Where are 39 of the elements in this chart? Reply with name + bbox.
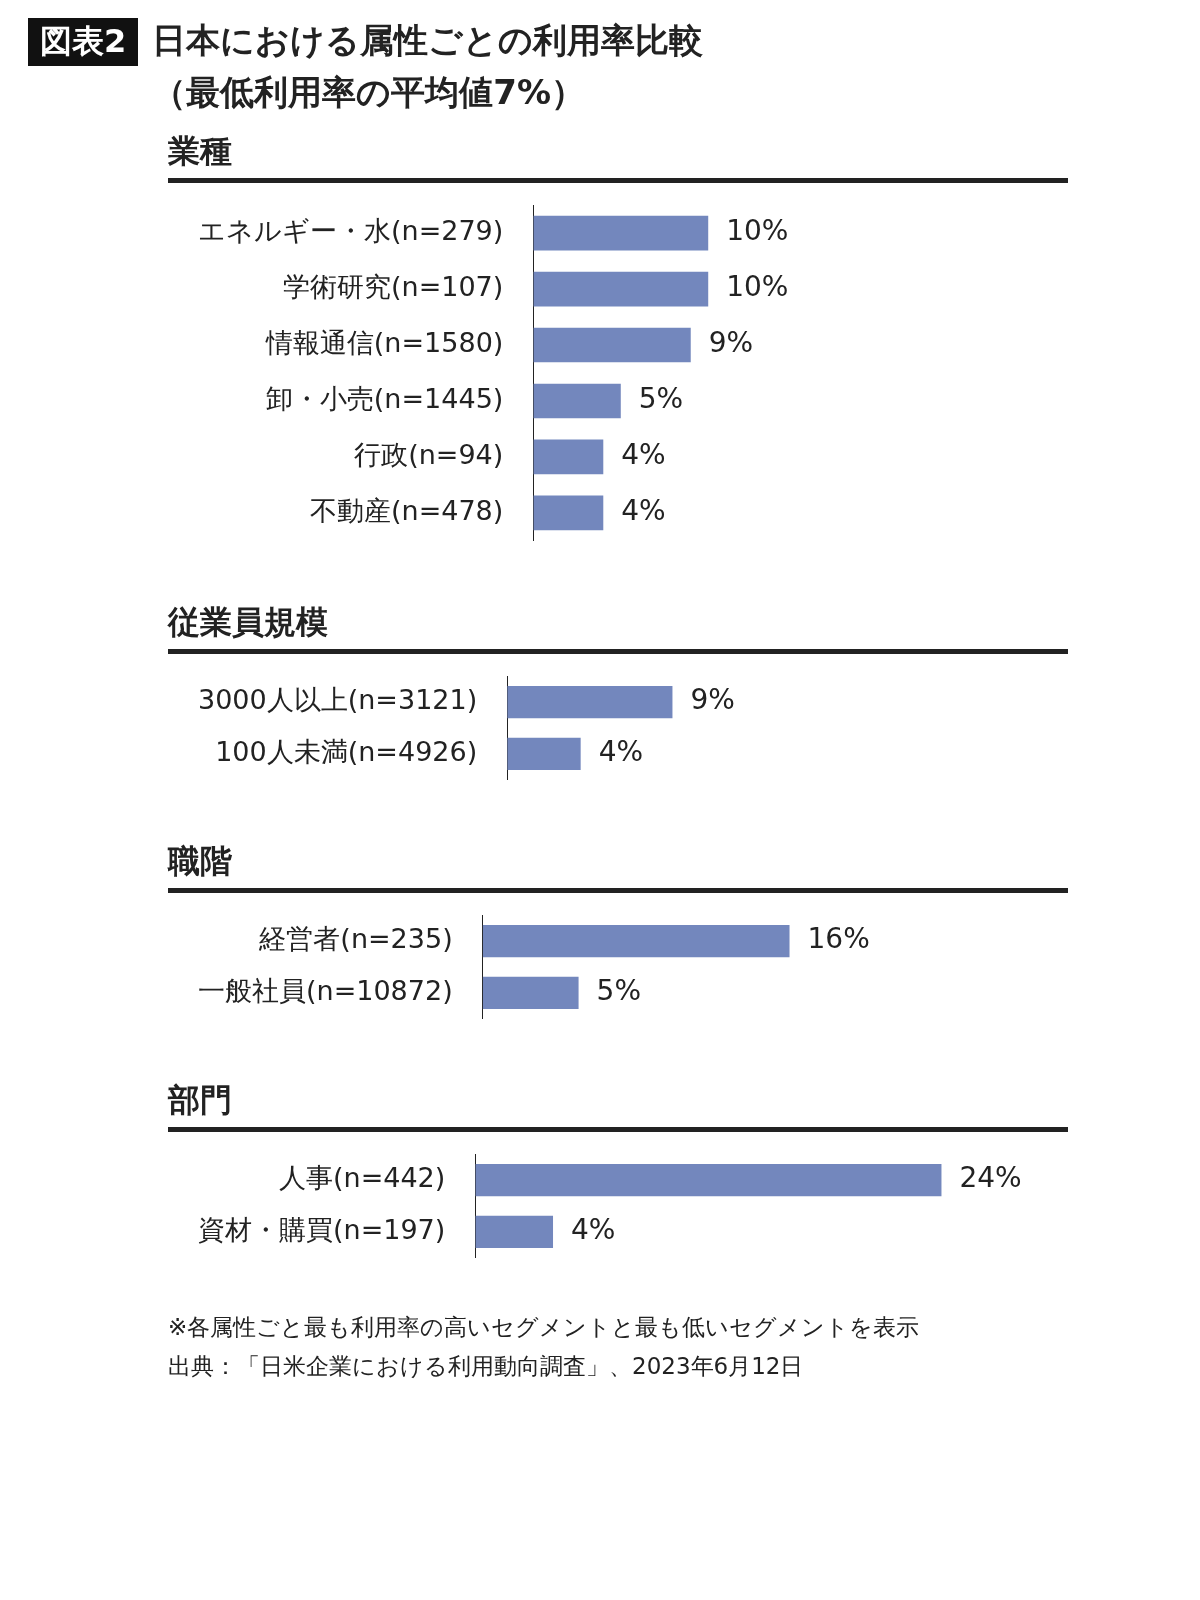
y-tick-label: 人事(n=442) — [278, 1162, 446, 1194]
data-label: 10% — [726, 214, 789, 248]
text: ※各属性ごと最も利用率の高いセグメントと最も低いセグメントを表示 — [168, 1313, 921, 1342]
data-label: 4% — [621, 438, 666, 472]
source-note: 出典：「日米企業における利用動向調査」、2023年6月12日 — [168, 1352, 805, 1381]
data-label: 4% — [571, 1213, 616, 1247]
text: 部門 — [168, 1079, 1068, 1132]
text: 日本における属性ごとの利用率比較 — [152, 19, 704, 62]
y-tick-label: 卸・小売(n=1445) — [265, 382, 504, 414]
bar — [533, 271, 709, 307]
bar — [533, 439, 604, 475]
data-label: 9% — [708, 326, 754, 360]
data-label: 9% — [690, 683, 735, 717]
y-tick-label: 不動産(n=478) — [309, 494, 504, 526]
y-tick-label: 経営者(n=235) — [258, 923, 453, 955]
data-label: 4% — [598, 735, 644, 769]
data-label: 4% — [621, 494, 666, 528]
y-tick-label: 資材・購買(n=197) — [197, 1213, 446, 1245]
y-tick-label: 3000人以上(n=3121) — [197, 684, 478, 716]
bar — [533, 495, 604, 531]
y-tick-label: 一般社員(n=10872) — [197, 974, 453, 1006]
text: 図表2 — [28, 18, 139, 66]
text: 職階 — [168, 840, 1068, 893]
data-label: 16% — [807, 922, 870, 956]
bar — [533, 383, 621, 419]
y-tick-label: エネルギー・水(n=279) — [197, 215, 504, 247]
data-label: 5% — [638, 382, 684, 416]
text: （最低利用率の平均値7%） — [152, 71, 586, 114]
y-tick-label: 100人未満(n=4926) — [215, 735, 478, 767]
data-label: 5% — [596, 974, 641, 1008]
data-label: 24% — [959, 1161, 1022, 1195]
bar — [533, 327, 691, 363]
y-tick-label: 行政(n=94) — [354, 438, 504, 470]
text: 従業員規模 — [168, 601, 1068, 654]
y-tick-label: 学術研究(n=107) — [282, 271, 504, 303]
bar — [533, 215, 709, 251]
y-tick-label: 情報通信(n=1580) — [264, 327, 504, 359]
text: 業種 — [168, 130, 1068, 183]
data-label: 10% — [726, 270, 789, 304]
